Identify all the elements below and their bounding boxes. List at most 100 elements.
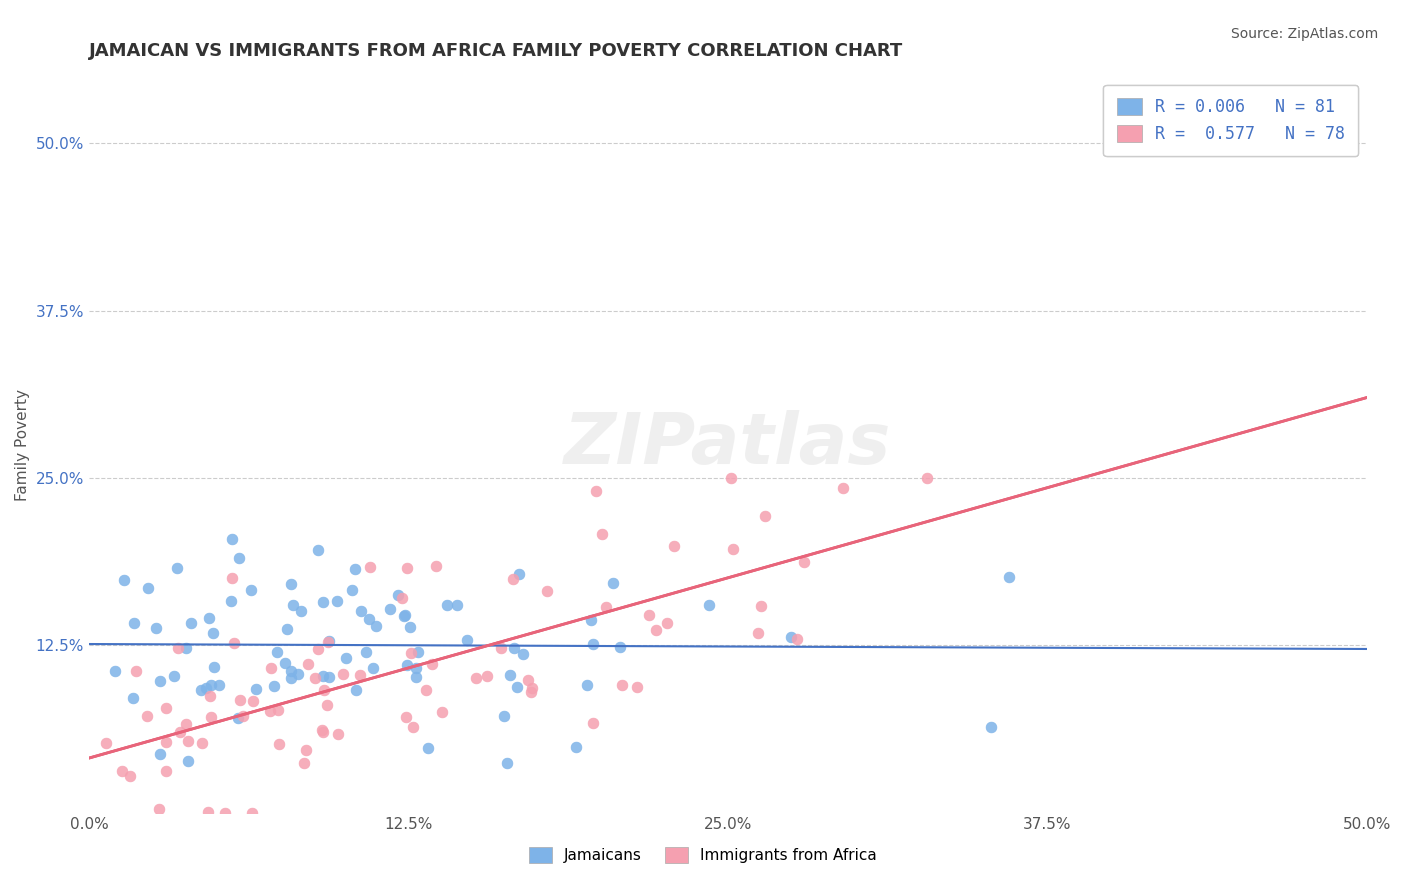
Point	[602, 575, 624, 590]
Point	[754, 509, 776, 524]
Point	[582, 637, 605, 651]
Point	[626, 680, 648, 694]
Point	[149, 747, 172, 761]
Point	[662, 540, 685, 554]
Point	[399, 647, 422, 661]
Point	[198, 689, 221, 703]
Point	[304, 671, 326, 685]
Point	[267, 738, 290, 752]
Point	[576, 677, 599, 691]
Point	[364, 618, 387, 632]
Point	[281, 598, 304, 612]
Point	[415, 683, 437, 698]
Point	[609, 640, 631, 655]
Point	[612, 678, 634, 692]
Point	[280, 577, 302, 591]
Point	[496, 756, 519, 771]
Point	[786, 632, 808, 646]
Point	[267, 703, 290, 717]
Point	[121, 690, 143, 705]
Point	[222, 636, 245, 650]
Point	[219, 594, 242, 608]
Point	[394, 609, 416, 624]
Point	[259, 704, 281, 718]
Point	[318, 670, 340, 684]
Point	[96, 736, 118, 750]
Point	[405, 661, 427, 675]
Point	[290, 604, 312, 618]
Point	[176, 734, 198, 748]
Point	[565, 739, 588, 754]
Point	[197, 805, 219, 820]
Point	[342, 583, 364, 598]
Y-axis label: Family Poverty: Family Poverty	[15, 389, 30, 500]
Point	[394, 607, 416, 622]
Point	[326, 727, 349, 741]
Point	[998, 570, 1021, 584]
Point	[307, 642, 329, 657]
Legend: Jamaicans, Immigrants from Africa: Jamaicans, Immigrants from Africa	[517, 835, 889, 875]
Point	[263, 679, 285, 693]
Text: JAMAICAN VS IMMIGRANTS FROM AFRICA FAMILY POVERTY CORRELATION CHART: JAMAICAN VS IMMIGRANTS FROM AFRICA FAMIL…	[89, 42, 903, 60]
Point	[221, 533, 243, 547]
Point	[287, 667, 309, 681]
Point	[915, 471, 938, 485]
Point	[260, 661, 283, 675]
Point	[697, 598, 720, 612]
Point	[318, 635, 340, 649]
Point	[245, 681, 267, 696]
Point	[111, 764, 134, 779]
Point	[394, 710, 416, 724]
Point	[402, 721, 425, 735]
Point	[232, 709, 254, 723]
Point	[312, 669, 335, 683]
Point	[446, 598, 468, 612]
Point	[292, 756, 315, 770]
Point	[657, 616, 679, 631]
Point	[350, 604, 373, 618]
Point	[585, 483, 607, 498]
Point	[276, 622, 298, 636]
Point	[176, 717, 198, 731]
Point	[595, 600, 617, 615]
Point	[749, 599, 772, 614]
Point	[720, 471, 742, 485]
Point	[344, 682, 367, 697]
Point	[512, 647, 534, 661]
Point	[149, 673, 172, 688]
Point	[295, 743, 318, 757]
Point	[456, 633, 478, 648]
Point	[494, 708, 516, 723]
Point	[174, 640, 197, 655]
Point	[208, 678, 231, 692]
Point	[200, 710, 222, 724]
Point	[582, 715, 605, 730]
Point	[418, 740, 440, 755]
Point	[166, 641, 188, 656]
Point	[194, 681, 217, 695]
Point	[723, 541, 745, 556]
Point	[315, 698, 337, 713]
Point	[398, 620, 420, 634]
Point	[354, 645, 377, 659]
Point	[520, 685, 543, 699]
Point	[266, 644, 288, 658]
Point	[361, 661, 384, 675]
Point	[202, 660, 225, 674]
Point	[508, 566, 530, 581]
Point	[793, 556, 815, 570]
Point	[312, 682, 335, 697]
Point	[136, 581, 159, 595]
Point	[274, 656, 297, 670]
Point	[104, 664, 127, 678]
Point	[297, 657, 319, 672]
Point	[214, 805, 236, 820]
Point	[344, 562, 367, 576]
Point	[229, 693, 252, 707]
Point	[332, 667, 354, 681]
Point	[406, 645, 429, 659]
Point	[405, 670, 427, 684]
Point	[155, 764, 177, 778]
Point	[503, 641, 526, 656]
Point	[163, 669, 186, 683]
